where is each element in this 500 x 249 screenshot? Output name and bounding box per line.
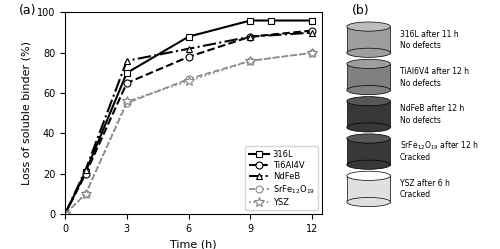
Text: Cracked: Cracked [400, 153, 431, 162]
Text: No defects: No defects [400, 116, 440, 125]
Ellipse shape [347, 134, 391, 143]
Ellipse shape [347, 59, 391, 68]
Ellipse shape [347, 48, 391, 57]
Text: No defects: No defects [400, 78, 440, 88]
Text: No defects: No defects [400, 41, 440, 50]
Bar [347, 101, 391, 127]
Bar [347, 64, 391, 90]
Text: (b): (b) [352, 4, 369, 17]
Ellipse shape [347, 123, 391, 132]
Text: YSZ after 6 h: YSZ after 6 h [400, 179, 450, 188]
Text: TiAl6V4 after 12 h: TiAl6V4 after 12 h [400, 67, 469, 76]
Ellipse shape [347, 97, 391, 106]
X-axis label: Time (h): Time (h) [170, 240, 217, 249]
Ellipse shape [347, 171, 391, 181]
Ellipse shape [347, 85, 391, 95]
Bar [347, 138, 391, 165]
Text: NdFeB after 12 h: NdFeB after 12 h [400, 104, 464, 113]
Text: Cracked: Cracked [400, 190, 431, 199]
Bar [347, 176, 391, 202]
Ellipse shape [347, 22, 391, 31]
Bar [347, 27, 391, 53]
Ellipse shape [347, 197, 391, 207]
Text: 316L after 11 h: 316L after 11 h [400, 30, 458, 39]
Y-axis label: Loss of soluble binder (%): Loss of soluble binder (%) [22, 41, 32, 185]
Text: (a): (a) [18, 4, 36, 17]
Legend: 316L, Ti6Al4V, NdFeB, SrFe$_{12}$O$_{19}$, YSZ: 316L, Ti6Al4V, NdFeB, SrFe$_{12}$O$_{19}… [245, 146, 318, 210]
Ellipse shape [347, 160, 391, 169]
Text: SrFe$_{12}$O$_{19}$ after 12 h: SrFe$_{12}$O$_{19}$ after 12 h [400, 140, 478, 152]
